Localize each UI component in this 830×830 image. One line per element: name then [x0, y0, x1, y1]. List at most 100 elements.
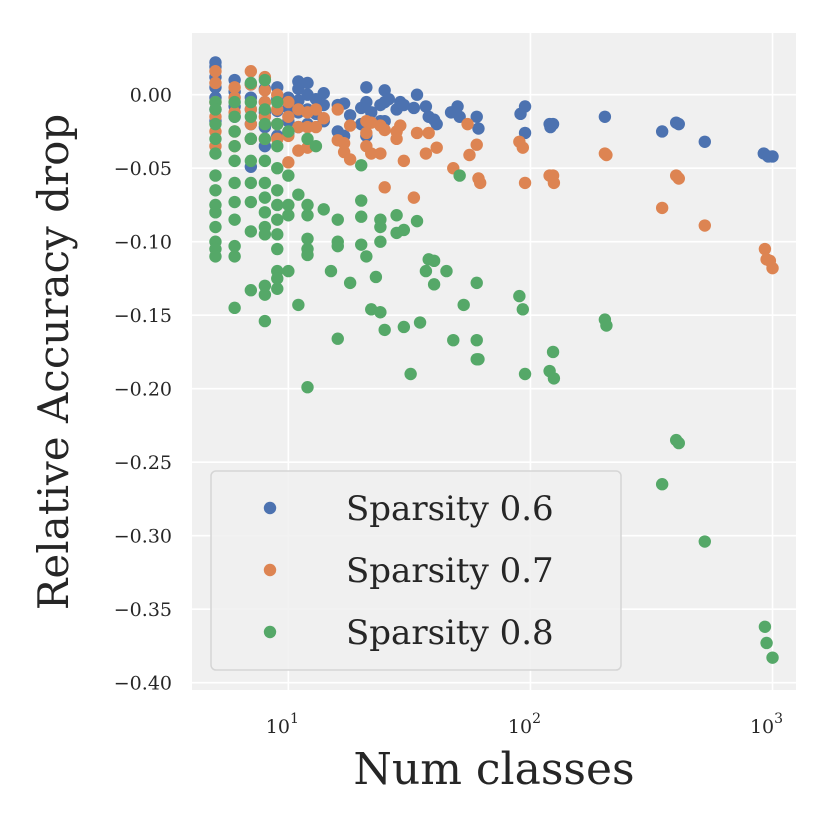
data-point: [427, 254, 441, 268]
data-point: [343, 119, 357, 132]
data-point: [209, 206, 222, 219]
data-point: [427, 278, 441, 291]
data-point: [518, 176, 532, 190]
data-point: [440, 264, 453, 278]
data-point: [378, 123, 391, 137]
data-point: [331, 239, 344, 253]
data-point: [209, 184, 222, 197]
data-point: [758, 242, 772, 256]
data-point: [301, 232, 314, 245]
data-point: [228, 139, 241, 153]
data-point: [430, 117, 443, 131]
data-point: [282, 264, 295, 278]
legend-label: Sparsity 0.8: [346, 613, 554, 653]
y-tick-label: −0.15: [114, 305, 172, 327]
data-point: [672, 117, 685, 131]
data-point: [282, 95, 295, 109]
data-point: [546, 345, 560, 359]
data-point: [655, 201, 669, 215]
data-point: [547, 176, 561, 190]
data-point: [463, 148, 476, 162]
data-point: [397, 320, 411, 334]
data-point: [470, 333, 483, 347]
data-point: [419, 264, 433, 278]
data-point: [228, 250, 241, 263]
data-point: [598, 110, 612, 123]
data-point: [271, 228, 284, 241]
data-point: [258, 279, 272, 293]
data-point: [228, 301, 241, 315]
data-point: [470, 138, 483, 151]
data-point: [271, 95, 284, 109]
legend-label: Sparsity 0.6: [346, 489, 554, 529]
data-point: [209, 220, 222, 234]
data-point: [258, 117, 272, 131]
y-tick-label: −0.05: [114, 158, 172, 180]
data-point: [228, 176, 241, 190]
data-point: [258, 103, 272, 116]
data-point: [394, 119, 407, 132]
data-point: [271, 117, 284, 131]
data-point: [292, 120, 305, 134]
data-point: [365, 147, 378, 160]
data-point: [355, 194, 368, 207]
y-tick-label: −0.10: [114, 232, 172, 254]
data-point: [413, 316, 427, 329]
data-point: [407, 101, 421, 115]
data-point: [766, 150, 779, 163]
data-point: [516, 303, 530, 316]
data-point: [282, 110, 295, 123]
data-point: [244, 176, 258, 190]
data-point: [369, 270, 383, 284]
data-point: [453, 110, 466, 123]
data-point: [766, 651, 779, 664]
data-point: [258, 288, 272, 301]
data-point: [355, 238, 368, 251]
data-point: [292, 94, 305, 107]
data-point: [309, 139, 323, 153]
y-tick-label: 0.00: [130, 85, 172, 107]
y-tick-label: −0.25: [114, 452, 172, 474]
y-axis-title: Relative Accuracy drop: [29, 114, 78, 610]
data-point: [228, 195, 241, 209]
data-point: [360, 81, 373, 94]
data-point: [672, 436, 685, 450]
data-point: [244, 65, 258, 78]
data-point: [301, 76, 314, 90]
data-point: [518, 100, 532, 113]
data-point: [244, 195, 258, 209]
data-point: [331, 213, 344, 226]
legend-box: [210, 470, 622, 671]
data-point: [317, 203, 330, 216]
data-point: [547, 372, 561, 385]
data-point: [258, 132, 272, 146]
data-point: [228, 125, 241, 138]
y-tick-label: −0.40: [114, 673, 172, 695]
data-point: [447, 333, 460, 347]
data-point: [355, 210, 368, 223]
data-point: [355, 159, 368, 172]
data-point: [343, 153, 357, 166]
data-point: [301, 132, 314, 146]
data-point: [360, 95, 373, 109]
data-point: [758, 620, 772, 633]
data-point: [258, 191, 272, 204]
y-tick-label: −0.20: [114, 379, 172, 401]
data-point: [282, 169, 295, 182]
data-point: [374, 235, 387, 248]
data-point: [410, 126, 424, 140]
data-point: [244, 154, 258, 168]
data-point: [410, 88, 424, 101]
data-point: [457, 298, 470, 312]
data-point: [244, 284, 258, 297]
data-point: [282, 125, 295, 138]
data-point: [698, 219, 711, 232]
data-point: [271, 184, 284, 197]
data-point: [317, 112, 330, 125]
data-point: [397, 98, 411, 112]
data-point: [410, 214, 424, 228]
data-point: [292, 298, 305, 312]
data-point: [228, 239, 241, 253]
data-point: [228, 81, 241, 94]
data-point: [271, 272, 284, 285]
